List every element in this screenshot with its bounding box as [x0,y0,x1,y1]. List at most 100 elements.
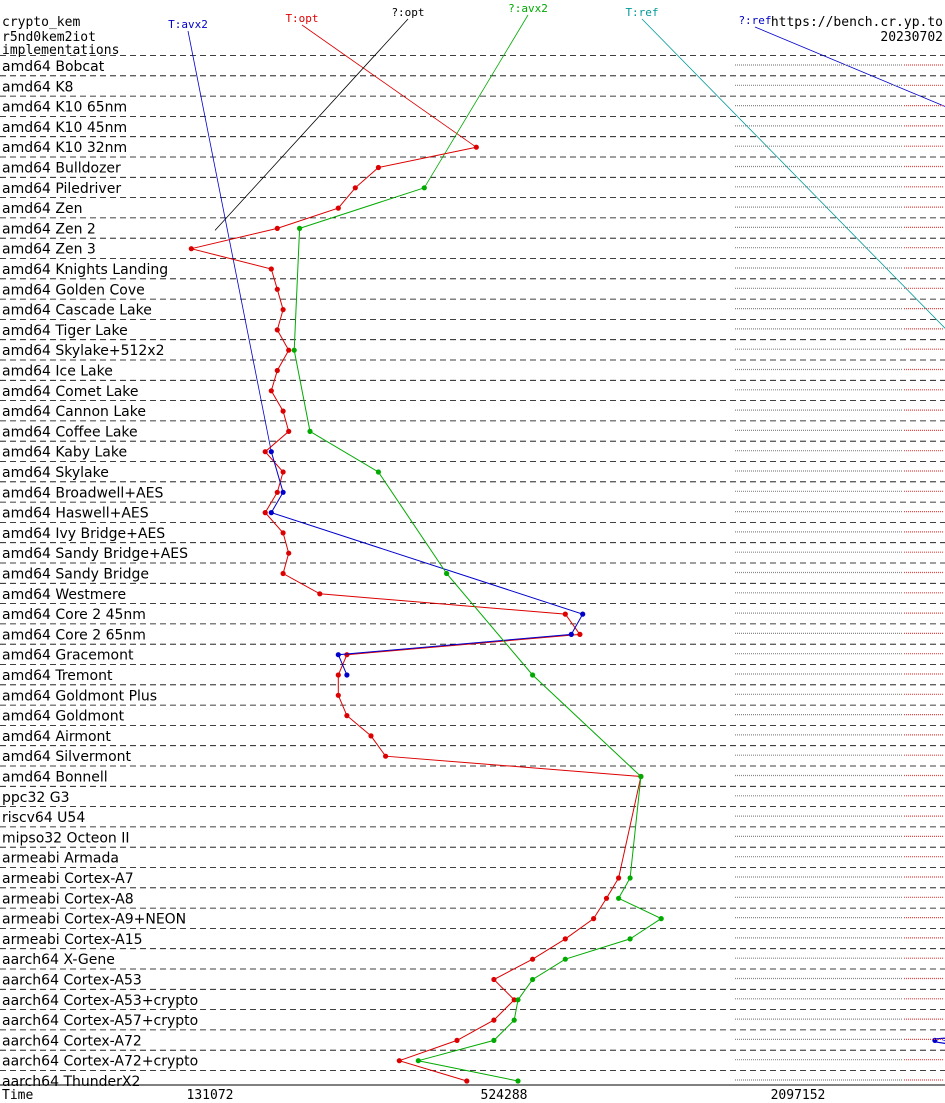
point-t-opt [603,895,610,901]
category-label-amd64-zen: amd64 Zen [2,201,82,217]
point-t-avx2 [268,449,274,455]
point-t-opt [591,916,597,922]
category-label-riscv64-u54: riscv64 U54 [2,810,85,826]
category-label-amd64-airmont: amd64 Airmont [2,729,111,745]
category-label-armeabi-cortex-a8: armeabi Cortex-A8 [2,891,134,907]
point-t-opt [454,1037,460,1043]
point-avx2 [291,347,297,353]
row-grid: amd64 Bobcat amd64 K8 amd64 K10 65nm amd64 … [0,55,945,1090]
category-label-armeabi-cortex-a15: armeabi Cortex-A15 [2,932,143,948]
category-label-amd64-ice-lake: amd64 Ice Lake [2,364,113,380]
legend-t-opt: T:opt [285,12,318,25]
category-label-amd64-bulldozer: amd64 Bulldozer [2,161,121,177]
point-t-opt [396,1058,402,1064]
legend-leader-t-ref [641,18,945,329]
legend-t-ref: T:ref [625,6,658,19]
point-t-opt [473,144,479,150]
point-t-opt [262,449,268,455]
series-layer [188,64,945,1084]
category-label-aarch64-cortex-a57-crypto: aarch64 Cortex-A57+crypto [2,1013,198,1029]
category-label-amd64-comet-lake: amd64 Comet Lake [2,384,139,400]
x-tick-label: 524288 [481,1088,528,1103]
point-t-opt [530,956,536,962]
point-avx2 [627,875,633,881]
point-t-opt [344,652,350,658]
point-t-opt [368,733,374,739]
category-label-amd64-k10-65nm: amd64 K10 65nm [2,100,127,116]
point-t-opt [335,672,341,678]
category-label-amd64-goldmont: amd64 Goldmont [2,709,125,725]
category-label-amd64-westmere: amd64 Westmere [2,587,126,603]
point-avx2 [421,185,427,191]
point-avx2 [616,895,622,901]
category-label-amd64-coffee-lake: amd64 Coffee Lake [2,424,138,440]
point-avx2 [515,997,521,1003]
legend-leader-ref [754,26,945,107]
series-line-inner-ref [934,1038,945,1043]
category-label-amd64-k8: amd64 K8 [2,79,73,95]
category-label-mipso32-octeon-ii: mipso32 Octeon II [2,830,130,846]
point-t-opt [286,347,292,353]
series-line-outer-ref [934,1037,945,1044]
header-right-line-1: https://bench.cr.yp.to [771,15,943,30]
category-label-aarch64-x-gene: aarch64 X-Gene [2,952,115,968]
category-label-amd64-tiger-lake: amd64 Tiger Lake [2,323,128,339]
category-label-amd64-piledriver: amd64 Piledriver [2,181,121,197]
category-label-amd64-silvermont: amd64 Silvermont [2,749,132,765]
point-t-opt [286,550,292,556]
category-label-armeabi-armada: armeabi Armada [2,851,119,867]
point-t-opt [274,489,280,495]
point-t-opt [616,875,622,881]
category-label-amd64-cascade-lake: amd64 Cascade Lake [2,303,152,319]
point-t-opt [286,428,292,434]
point-t-avx2 [568,631,574,638]
point-t-opt [280,469,286,475]
point-t-avx2 [268,509,274,516]
point-t-opt [491,1017,497,1023]
point-avx2 [491,1037,497,1043]
category-label-amd64-golden-cove: amd64 Golden Cove [2,282,145,298]
point-t-opt [280,530,286,536]
category-label-amd64-knights-landing: amd64 Knights Landing [2,262,168,278]
legend-leader-avx2 [423,14,529,189]
point-avx2 [307,428,313,434]
point-ref [932,1037,938,1043]
legend: T:avx2 T:opt ?:opt ?:avx2 T:ref ?:ref [168,2,945,452]
point-avx2 [511,1017,517,1023]
point-t-opt [335,205,341,211]
category-label-aarch64-cortex-a72-crypto: aarch64 Cortex-A72+crypto [2,1054,198,1070]
category-label-amd64-goldmont-plus: amd64 Goldmont Plus [2,688,157,704]
point-t-opt [335,692,341,698]
point-avx2 [658,916,664,922]
category-label-amd64-core-2-65nm: amd64 Core 2 65nm [2,627,146,643]
point-t-opt [280,408,286,414]
category-label-amd64-gracemont: amd64 Gracemont [2,648,134,664]
category-label-amd64-tremont: amd64 Tremont [2,668,113,684]
point-t-opt [268,266,274,272]
point-avx2 [297,225,303,231]
point-avx2 [415,1058,421,1064]
category-label-armeabi-cortex-a9-neon: armeabi Cortex-A9+NEON [2,912,186,928]
category-label-aarch64-thunderx2: aarch64 ThunderX2 [2,1074,140,1090]
category-label-amd64-zen-3: amd64 Zen 3 [2,242,96,258]
x-tick-label: 131072 [187,1088,234,1103]
point-avx2 [444,570,450,577]
point-t-avx2 [280,489,286,495]
category-label-amd64-kaby-lake: amd64 Kaby Lake [2,445,127,461]
category-label-amd64-ivy-bridge-aes: amd64 Ivy Bridge+AES [2,526,165,542]
header-right-line-2: 20230702 [880,30,943,45]
point-avx2 [627,936,633,942]
point-t-opt [352,185,358,191]
category-label-amd64-bobcat: amd64 Bobcat [2,59,105,75]
point-avx2 [515,1078,521,1084]
category-label-aarch64-cortex-a53: aarch64 Cortex-A53 [2,973,142,989]
chart-header: crypto_kem r5nd0kem2iot implementations … [2,15,943,58]
point-t-opt [317,591,323,597]
point-t-opt [344,713,350,719]
category-label-amd64-sandy-bridge: amd64 Sandy Bridge [2,567,149,583]
legend-ref: ?:ref [738,14,771,27]
point-t-opt [268,388,274,394]
category-label-amd64-bonnell: amd64 Bonnell [2,770,108,786]
point-t-avx2 [344,672,350,678]
category-label-amd64-core-2-45nm: amd64 Core 2 45nm [2,607,146,623]
